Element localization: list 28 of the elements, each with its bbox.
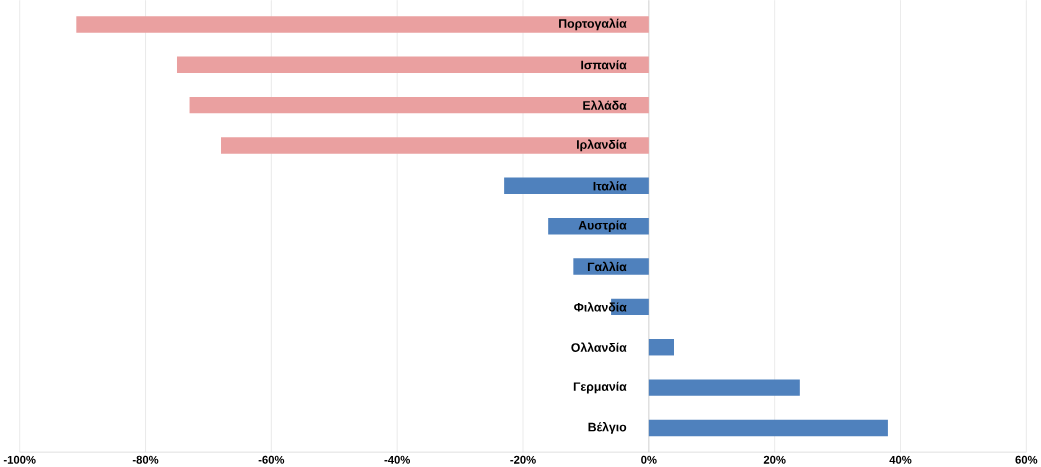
bar [176, 56, 649, 73]
bar [504, 177, 649, 194]
bar [648, 419, 888, 437]
x-tick-label: -60% [258, 455, 285, 464]
bar [221, 137, 649, 154]
x-tick-label: 0% [641, 455, 657, 464]
y-tick-label: Ισπανία [581, 60, 627, 70]
y-tick-label: Ελλάδα [583, 100, 627, 110]
x-tick-label: 40% [889, 455, 912, 464]
x-tick-label: 60% [1015, 455, 1038, 464]
y-tick-label: Ιρλανδία [577, 139, 627, 152]
x-tick-label: -40% [384, 455, 411, 464]
x-tick-label: -80% [132, 455, 159, 464]
bar [76, 16, 649, 33]
x-tick-label: 20% [763, 455, 786, 464]
x-tick-label: -20% [510, 455, 536, 464]
x-tick-label: -100% [3, 455, 36, 464]
y-tick-label: Γαλλία [587, 261, 627, 272]
bar [189, 96, 649, 114]
y-tick-label: Πορτογαλία [559, 18, 627, 31]
y-tick-label: Αυστρία [578, 220, 627, 232]
bar [648, 338, 674, 356]
bar [648, 379, 800, 396]
y-tick-label: Γερμανία [573, 381, 627, 394]
y-tick-label: Βέλγιο [588, 421, 627, 434]
bar [573, 258, 649, 275]
y-tick-label: Ιταλία [593, 181, 627, 191]
y-tick-label: Ολλανδία [571, 342, 627, 352]
